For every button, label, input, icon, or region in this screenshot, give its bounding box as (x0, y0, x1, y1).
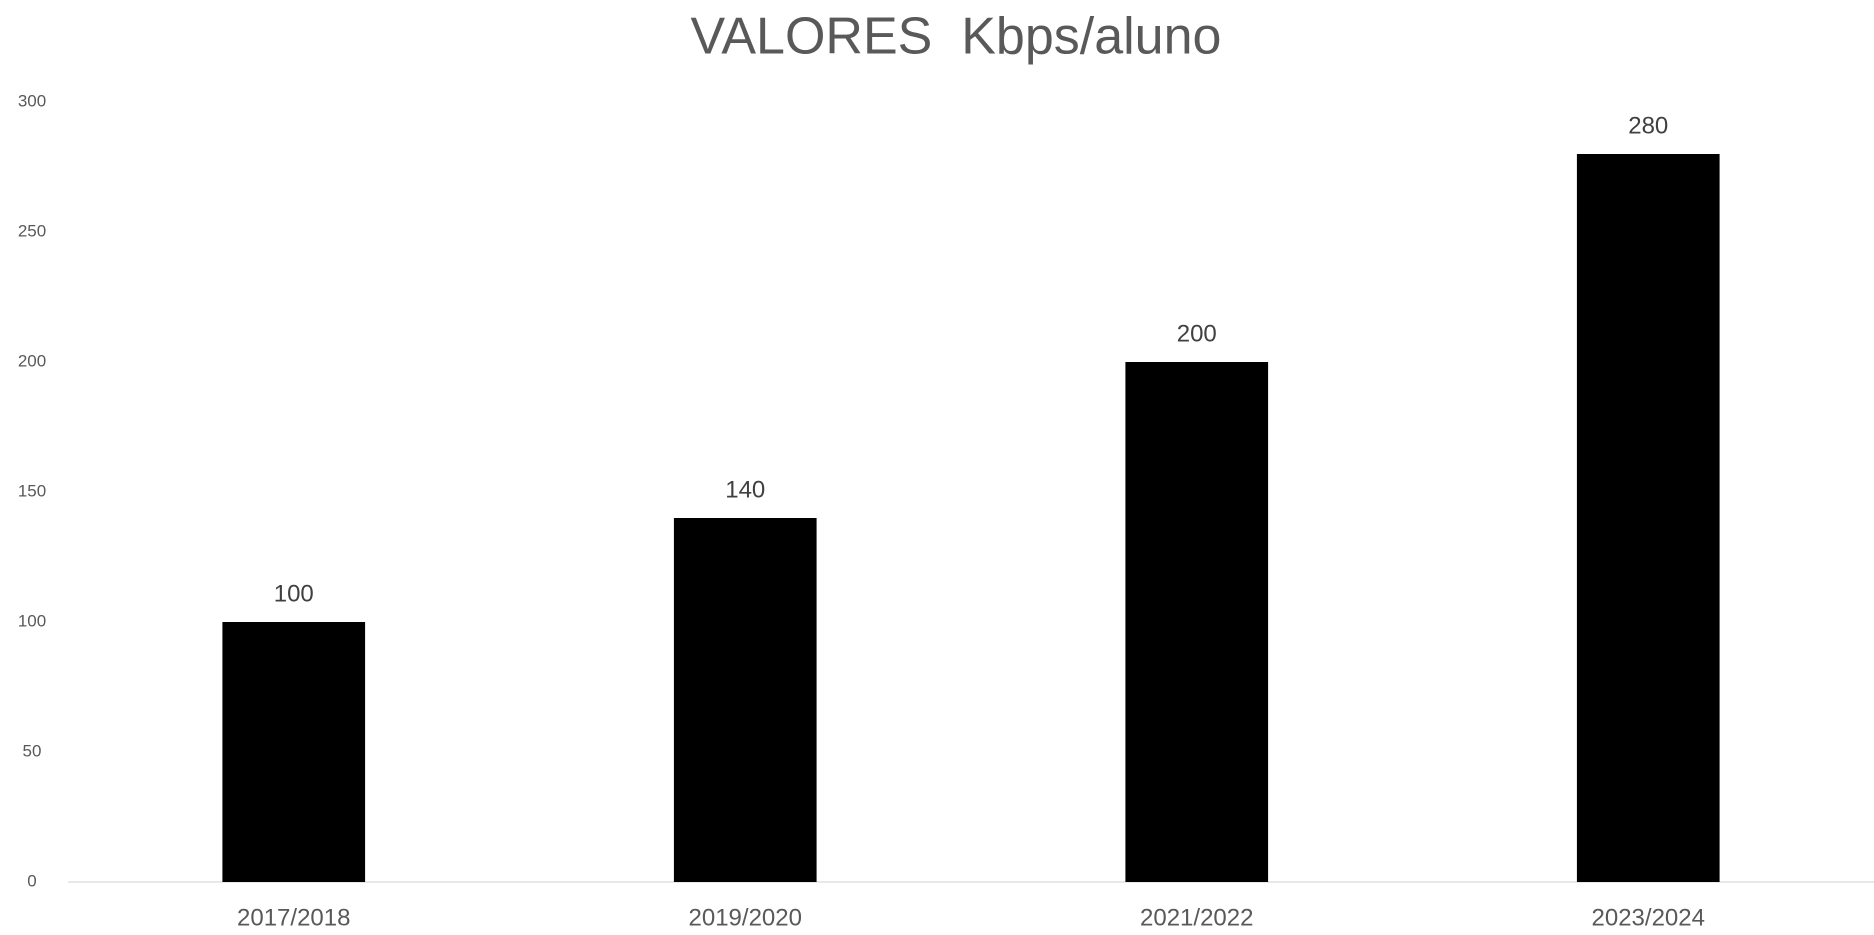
bar (222, 622, 366, 882)
data-label: 100 (274, 580, 314, 607)
y-tick-label: 50 (23, 741, 42, 760)
data-label: 280 (1628, 112, 1668, 139)
bar (673, 518, 817, 882)
y-tick-label: 300 (18, 91, 46, 110)
x-tick-label: 2019/2020 (689, 904, 802, 931)
y-tick-label: 200 (18, 351, 46, 370)
y-tick-label: 250 (18, 221, 46, 240)
y-tick-label: 100 (18, 611, 46, 630)
y-tick-label: 150 (18, 481, 46, 500)
y-tick-label: 0 (27, 871, 36, 890)
x-tick-label: 2017/2018 (237, 904, 350, 931)
x-tick-label: 2021/2022 (1140, 904, 1253, 931)
data-label: 200 (1177, 320, 1217, 347)
bar (1576, 154, 1720, 882)
chart-title: VALORES Kbps/aluno (691, 8, 1222, 66)
data-label: 140 (725, 476, 765, 503)
bar (1125, 362, 1269, 882)
x-tick-label: 2023/2024 (1592, 904, 1705, 931)
